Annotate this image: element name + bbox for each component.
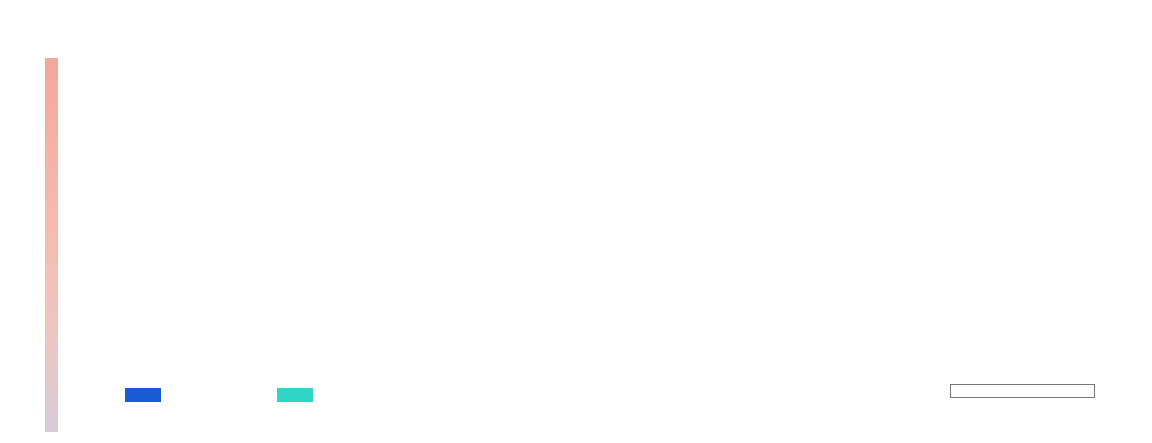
temperature-color-strip (45, 58, 58, 432)
rain-legend-swatch (125, 388, 161, 402)
cloud-density-gradient-bar (950, 384, 1095, 398)
shower-legend-swatch (277, 388, 313, 402)
